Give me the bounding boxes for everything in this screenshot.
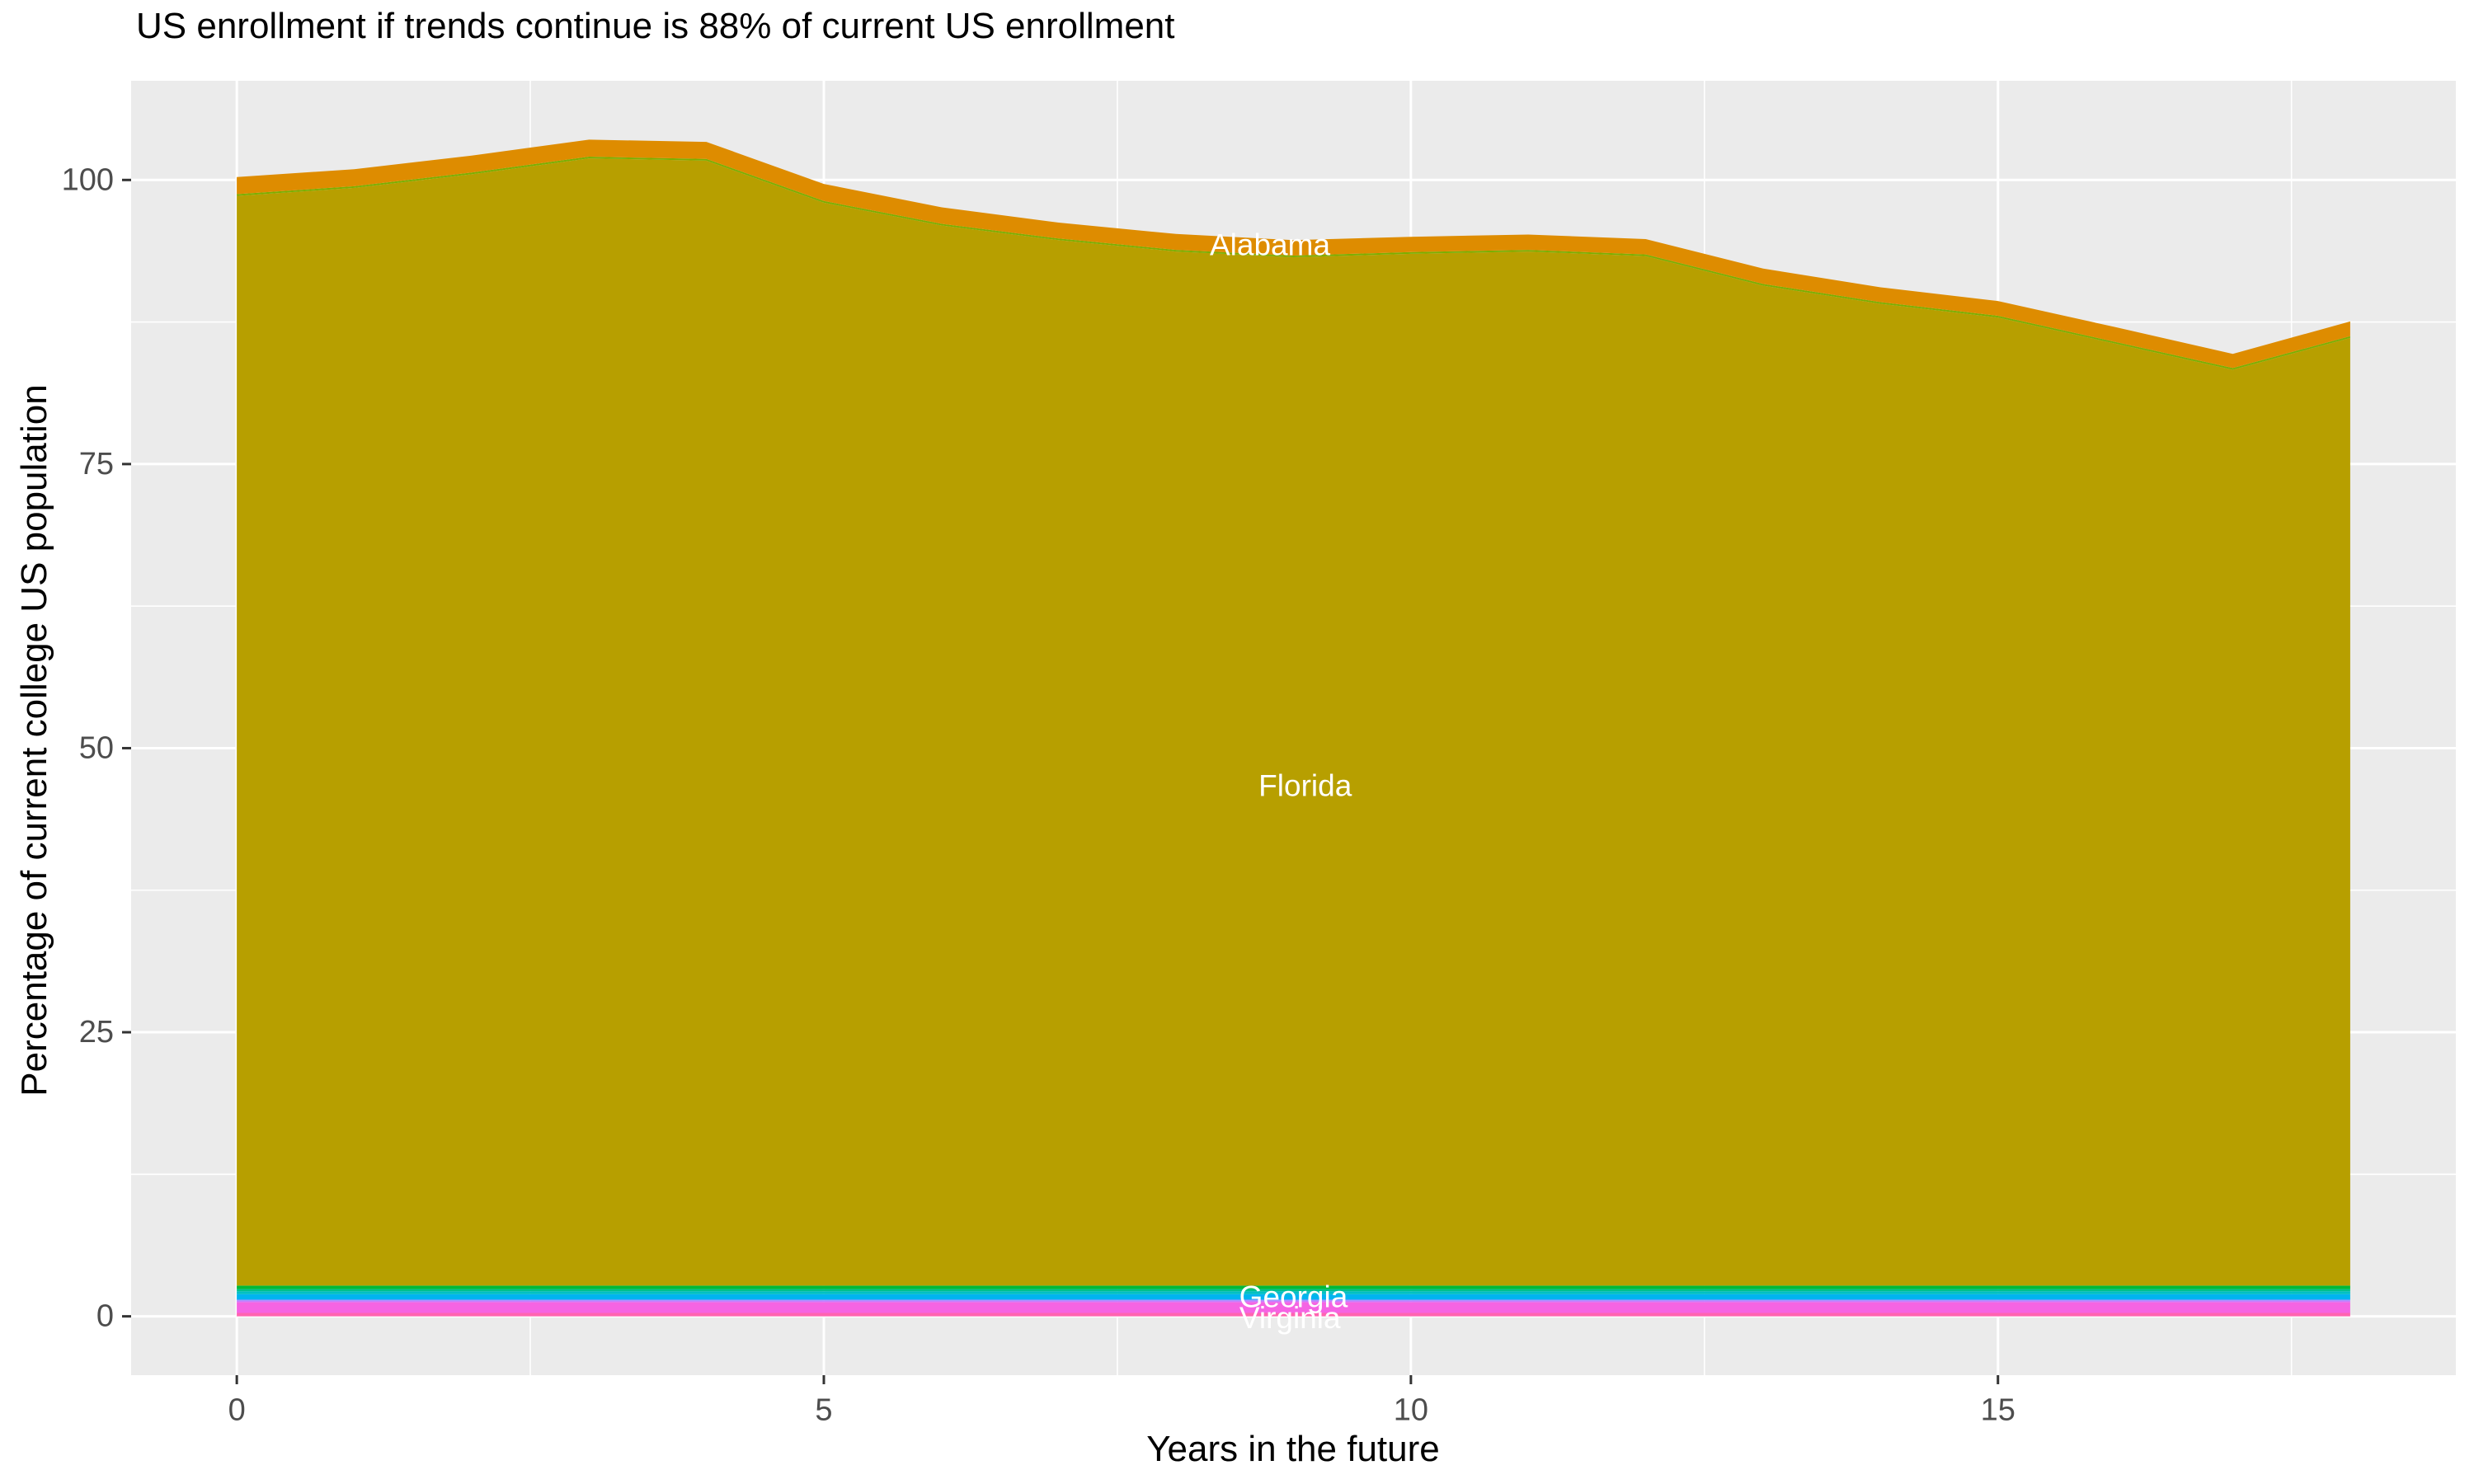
area-florida xyxy=(237,158,2350,1286)
area-strip-magenta xyxy=(237,1302,2350,1313)
x-tick-label: 15 xyxy=(1981,1392,2015,1427)
area-virginia xyxy=(237,1313,2350,1317)
area-strip-blue xyxy=(237,1299,2350,1301)
y-tick-label: 100 xyxy=(62,162,114,197)
y-tick-label: 25 xyxy=(79,1015,114,1050)
area-label-virginia: Virginia xyxy=(1239,1301,1341,1335)
area-strip-azure xyxy=(237,1294,2350,1299)
y-tick-label: 0 xyxy=(96,1299,114,1334)
x-tick-label: 5 xyxy=(815,1392,832,1427)
y-axis-title: Percentage of current college US populat… xyxy=(14,384,54,1097)
area-georgia xyxy=(237,1285,2350,1289)
y-tick-label: 75 xyxy=(79,447,114,481)
x-axis-title: Years in the future xyxy=(1146,1429,1440,1469)
area-strip-purple xyxy=(237,1300,2350,1303)
x-tick-label: 10 xyxy=(1394,1392,1428,1427)
plot-title: US enrollment if trends continue is 88% … xyxy=(136,6,1175,46)
area-strip-yellowgreen xyxy=(237,157,2350,370)
area-strip-teal xyxy=(237,1289,2350,1292)
y-tick-label: 50 xyxy=(79,730,114,765)
area-alabama xyxy=(237,139,2350,369)
x-tick-label: 0 xyxy=(228,1392,246,1427)
area-label-alabama: Alabama xyxy=(1210,228,1330,261)
area-strip-cyan xyxy=(237,1291,2350,1294)
area-label-florida: Florida xyxy=(1258,768,1352,802)
area-label-georgia: Georgia xyxy=(1239,1280,1348,1314)
